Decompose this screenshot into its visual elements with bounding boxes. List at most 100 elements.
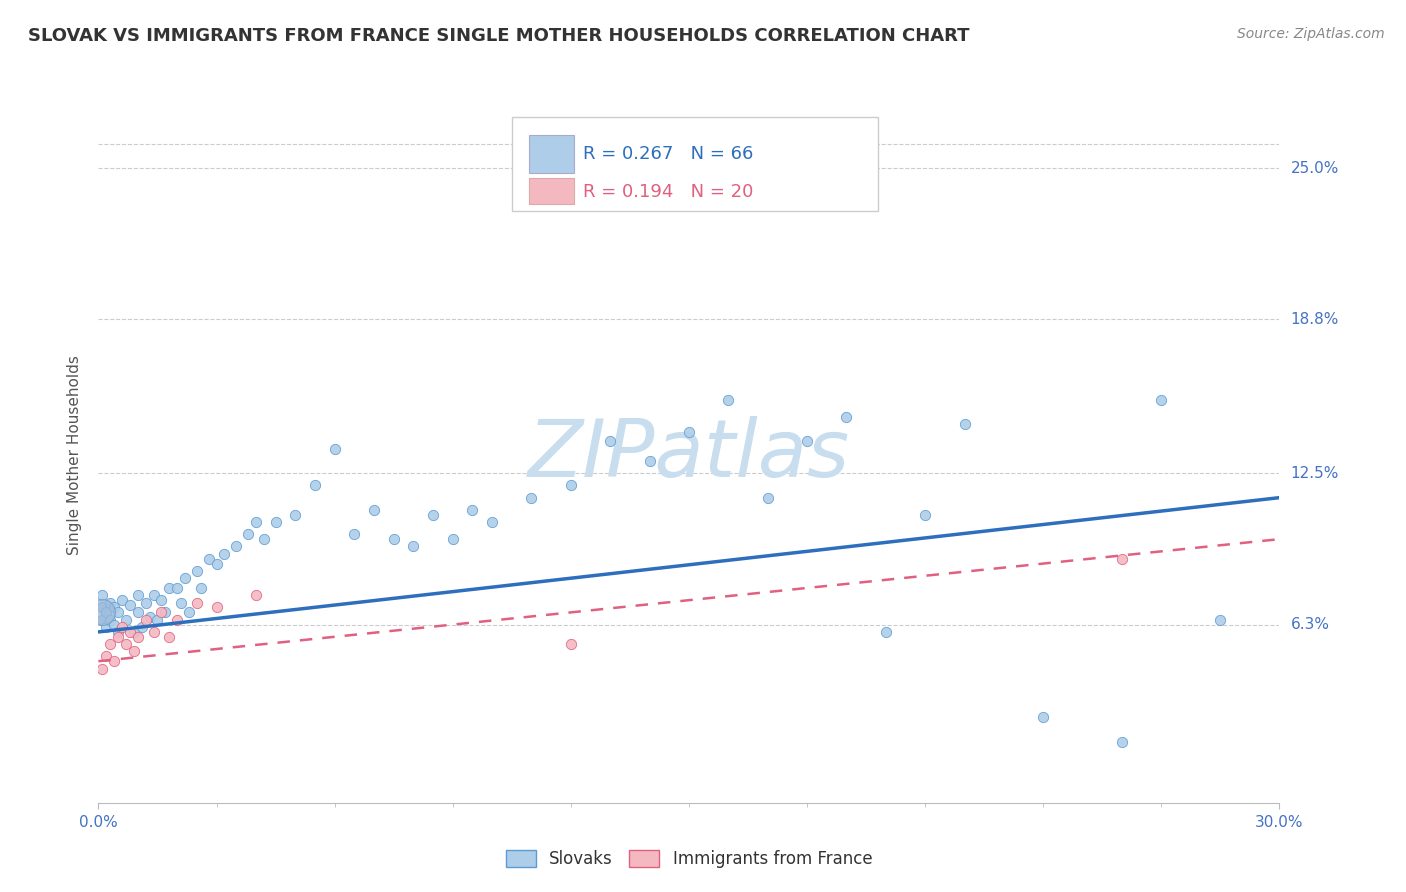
Text: ZIPatlas: ZIPatlas [527,416,851,494]
Point [481,515,503,529]
Point [166,613,188,627]
Point [91,600,114,615]
Point [461,503,484,517]
Point [157,630,180,644]
Point [138,610,160,624]
Point [155,606,177,620]
Point [103,600,125,615]
Point [236,527,259,541]
Point [127,606,149,620]
Point [111,620,134,634]
Point [107,606,129,620]
Point [197,551,219,566]
Point [717,392,740,407]
Text: 25.0%: 25.0% [1291,161,1339,176]
Text: R = 0.194   N = 20: R = 0.194 N = 20 [582,183,754,201]
Point [127,588,149,602]
Point [186,564,208,578]
Point [142,624,165,639]
Point [560,637,582,651]
Text: 6.3%: 6.3% [1291,617,1330,632]
Legend: Slovaks, Immigrants from France: Slovaks, Immigrants from France [499,843,879,875]
Point [111,593,134,607]
Text: 12.5%: 12.5% [1291,466,1339,481]
FancyBboxPatch shape [530,135,575,173]
Point [115,637,138,651]
Point [214,547,236,561]
Point [205,557,228,571]
Text: SLOVAK VS IMMIGRANTS FROM FRANCE SINGLE MOTHER HOUSEHOLDS CORRELATION CHART: SLOVAK VS IMMIGRANTS FROM FRANCE SINGLE … [28,27,970,45]
Point [835,410,858,425]
Point [245,588,267,602]
FancyBboxPatch shape [530,178,575,204]
Point [98,613,121,627]
Point [170,596,193,610]
Point [118,624,141,639]
Point [245,515,267,529]
Point [91,588,114,602]
Point [166,581,188,595]
Point [96,649,118,664]
Point [323,442,346,456]
Point [304,478,326,492]
Point [1032,710,1054,724]
Point [560,478,582,492]
Y-axis label: Single Mother Households: Single Mother Households [67,355,83,555]
Text: Source: ZipAtlas.com: Source: ZipAtlas.com [1237,27,1385,41]
Point [91,661,114,675]
FancyBboxPatch shape [512,118,877,211]
Point [177,606,200,620]
Point [441,532,464,546]
Point [638,454,661,468]
Point [1111,551,1133,566]
Point [135,596,157,610]
Point [796,434,818,449]
Point [103,617,125,632]
Point [135,613,157,627]
Point [174,571,197,585]
Point [914,508,936,522]
Point [150,593,173,607]
Point [1209,613,1232,627]
Point [253,532,276,546]
Point [225,540,247,554]
Point [1111,735,1133,749]
Point [96,620,118,634]
Point [953,417,976,432]
Point [422,508,444,522]
Point [107,624,129,639]
Point [190,581,212,595]
Point [599,434,621,449]
Point [343,527,366,541]
Point [122,644,145,658]
Point [284,508,307,522]
Point [91,613,114,627]
Point [186,596,208,610]
Point [96,606,118,620]
Point [678,425,700,439]
Point [107,630,129,644]
Text: 18.8%: 18.8% [1291,312,1339,327]
Point [1150,392,1173,407]
Point [264,515,287,529]
Point [157,581,180,595]
Point [122,624,145,639]
Point [142,588,165,602]
Point [363,503,385,517]
Point [103,654,125,668]
Point [98,596,121,610]
Point [756,491,779,505]
Point [127,630,149,644]
Point [146,613,169,627]
Point [205,600,228,615]
Point [91,606,114,620]
Text: R = 0.267   N = 66: R = 0.267 N = 66 [582,145,754,163]
Point [131,620,153,634]
Point [115,613,138,627]
Point [150,606,173,620]
Point [98,637,121,651]
Point [402,540,425,554]
Point [875,624,897,639]
Point [382,532,405,546]
Point [520,491,543,505]
